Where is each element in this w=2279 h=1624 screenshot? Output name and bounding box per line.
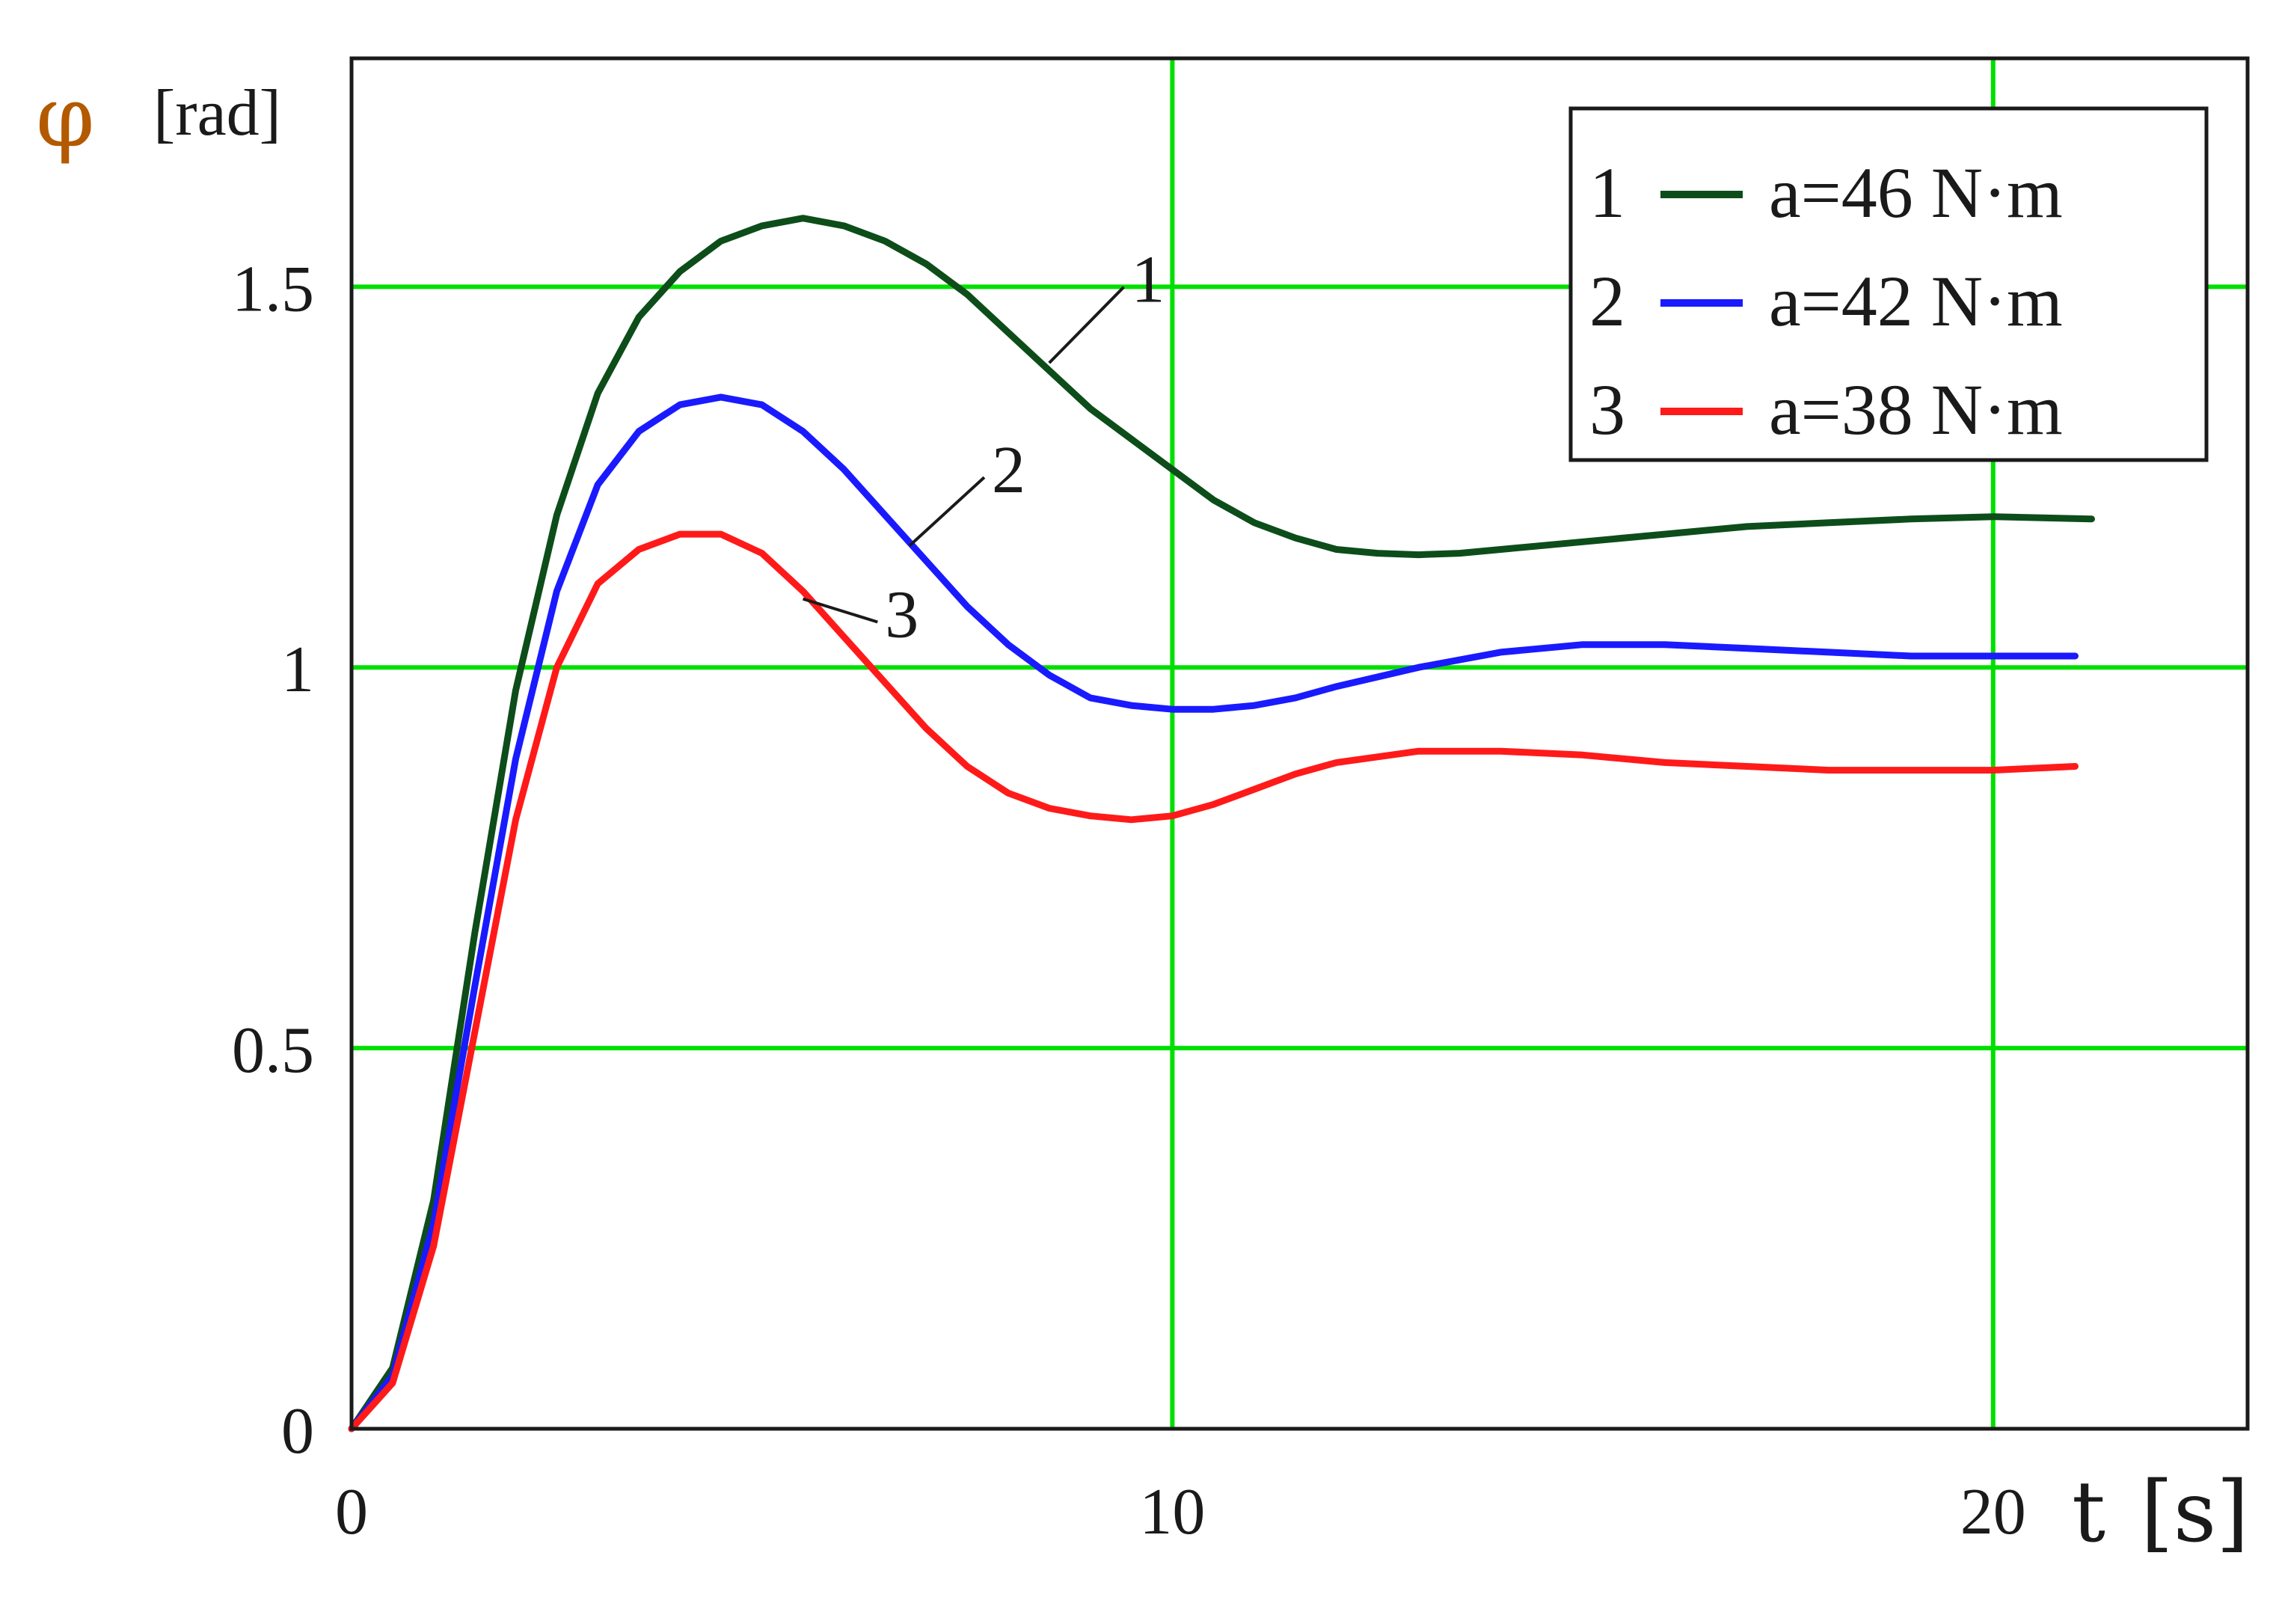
curve-label-2: 2 (992, 433, 1025, 507)
series-line-3 (348, 530, 2079, 1433)
curve-leader-1 (1048, 286, 1125, 364)
x-tick-label: 0 (335, 1476, 368, 1548)
legend-label: a=42 N·m (1769, 261, 2063, 341)
y-tick-label: 0 (281, 1395, 314, 1468)
curve-label-3: 3 (885, 578, 918, 652)
series-line-2 (348, 393, 2079, 1433)
plot-frame (349, 56, 2250, 1431)
legend-index: 2 (1589, 261, 1625, 341)
legend-index: 1 (1589, 153, 1625, 233)
curve-label-1: 1 (1132, 243, 1165, 317)
x-axis-unit: [s] (2141, 1464, 2249, 1561)
series-line-1 (348, 215, 2095, 1433)
legend-label: a=38 N·m (1769, 370, 2063, 450)
legend-index: 3 (1589, 370, 1625, 450)
curve-leader-3 (802, 597, 878, 624)
label-layer: 1 23 (802, 243, 1165, 652)
y-tick-label: 1.5 (232, 253, 314, 325)
legend-layer: 1 a=46 N·m 2 a=42 N·m 3 a=38 N·m (1568, 106, 2209, 462)
y-tick-label: 0.5 (232, 1014, 314, 1087)
curve-leader-2 (908, 476, 986, 547)
y-tick-label: 1 (281, 634, 314, 706)
legend-label: a=46 N·m (1769, 153, 2063, 233)
y-axis-symbol: φ (36, 69, 94, 166)
tick-layer: 0 10 20 0 0.5 1 1.5 (232, 253, 2026, 1548)
y-axis-unit: [rad] (153, 77, 281, 150)
x-axis-symbol: t (2072, 1464, 2105, 1561)
x-tick-label: 10 (1139, 1476, 1205, 1548)
x-tick-label: 20 (1960, 1476, 2026, 1548)
series-layer (348, 215, 2095, 1433)
frame-layer (349, 56, 2250, 1431)
legend-box (1568, 106, 2209, 462)
